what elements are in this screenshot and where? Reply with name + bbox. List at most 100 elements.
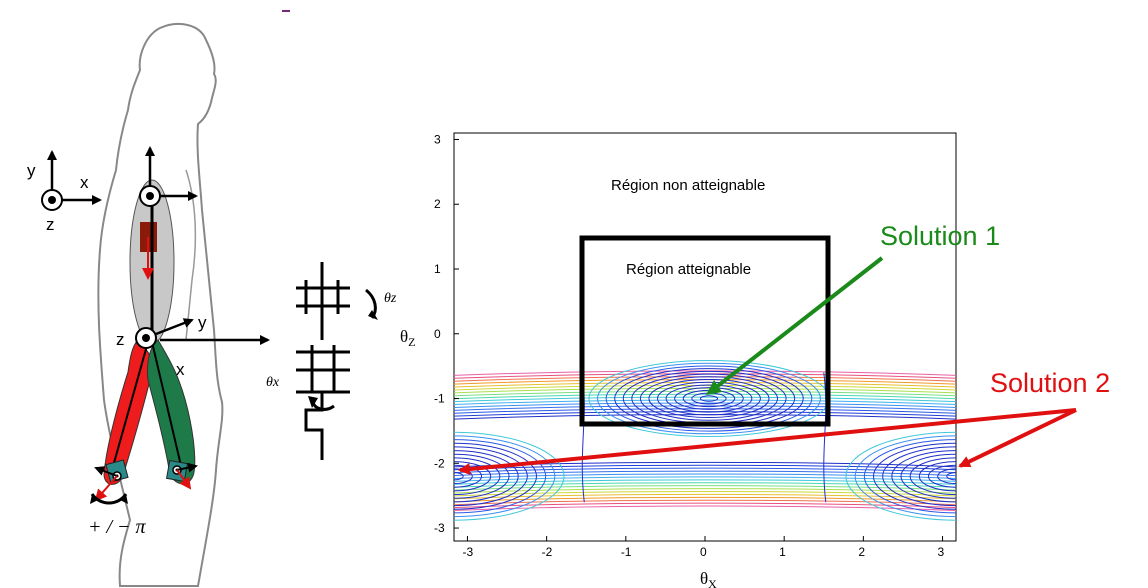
x-tick-label: 1 [779, 545, 786, 559]
contour-band-bottom [454, 502, 956, 509]
x-tick-label: 3 [938, 545, 945, 559]
wrist-sensor-red [94, 459, 129, 502]
coord-frame-1: y x z [27, 150, 102, 234]
contour-ring [699, 395, 719, 402]
x-tick-labels: -3 -2 -1 0 1 2 3 [462, 536, 945, 559]
contour-ring [918, 461, 956, 492]
frame1-x-label: x [80, 173, 89, 192]
contour-ring [454, 442, 537, 510]
human-figure: + / − π [88, 23, 224, 587]
contour-ring [454, 464, 482, 488]
rotation-arrow-icon [90, 493, 128, 505]
contour-ring [891, 450, 956, 503]
joint-schematic [296, 262, 350, 460]
contour-ring [928, 464, 956, 488]
contour-band-bottom [454, 485, 956, 491]
y-tick-label: -1 [434, 392, 445, 406]
region-reachable-label: Région atteignable [626, 261, 751, 278]
contour-ring [648, 379, 770, 419]
solution1-arrow [708, 256, 884, 394]
contour-band-bottom [454, 479, 956, 485]
frame2-z-label: z [116, 330, 125, 349]
frame2-y-label: y [198, 313, 207, 332]
contour-band-top [454, 405, 956, 411]
x-tick-label: -3 [462, 545, 473, 559]
contour-ring [909, 457, 956, 496]
reachable-region-box [579, 235, 831, 427]
y-tick-labels: 3 2 1 0 -1 -2 -3 [434, 132, 459, 535]
contour-band-bottom [454, 467, 956, 474]
contour-plot: Région non atteignable Région atteignabl… [400, 132, 957, 588]
contour-ring [900, 453, 956, 499]
contour-ring [946, 472, 956, 481]
elbow-frame: y z x [116, 313, 207, 379]
y-tick-label: 1 [434, 262, 441, 276]
contour-ring [454, 453, 510, 499]
contour-band-top [454, 399, 956, 406]
frame2-x-label: x [176, 360, 185, 379]
solution-annotations: Solution 1 Solution 2 [458, 221, 1110, 476]
contour-ring [882, 446, 956, 507]
contour-ring [454, 461, 492, 492]
x-tick-label: 0 [700, 545, 707, 559]
contour-ring [845, 431, 956, 521]
y-tick-label: 0 [434, 327, 441, 341]
contour-ring [605, 365, 813, 432]
contour-ring [454, 450, 519, 503]
contour-ring [454, 446, 528, 507]
solution2-label: Solution 2 [990, 368, 1110, 398]
y-tick-label: 2 [434, 197, 441, 211]
contour-band-bottom [454, 470, 956, 477]
joint-theta-z-label: θz [384, 291, 397, 306]
contour-ring [454, 435, 556, 518]
y-axis-label: θZ [400, 327, 416, 349]
contour-ring [454, 439, 547, 514]
forearm-green-axis [151, 341, 183, 471]
contour-band-top [454, 393, 956, 400]
contour-ring [454, 431, 565, 521]
body-silhouette [97, 23, 224, 587]
contour-band-top [454, 408, 956, 414]
contour-band-bottom [454, 493, 956, 500]
solution2-arrow-left [458, 408, 1077, 476]
contour-band-bottom [454, 473, 956, 480]
x-tick-label: 2 [858, 545, 865, 559]
contour-band-bottom [454, 499, 956, 506]
contour-ring [863, 439, 956, 514]
contour-ring [454, 472, 464, 481]
wrist-sensor-green [165, 459, 198, 490]
joint-theta-x-label: θx [266, 375, 280, 390]
solution1-label: Solution 1 [880, 221, 1000, 251]
contour-ring [937, 468, 956, 485]
contour-ring [674, 387, 744, 410]
contour-ring [614, 368, 804, 429]
contour-band-bottom [454, 490, 956, 497]
x-axis-label: θX [700, 569, 717, 588]
contour-band-top [454, 370, 956, 376]
frame1-y-label: y [27, 161, 36, 180]
contour-band-bottom [454, 496, 956, 503]
forearm-red-axis [111, 341, 149, 471]
contour-band-top [454, 396, 956, 403]
contour-ring [639, 376, 779, 421]
contour-band-top [454, 402, 956, 408]
contour-ring [665, 384, 753, 413]
contour-ring [454, 468, 473, 485]
rotation-label: + / − π [88, 516, 147, 538]
contour-band-top [454, 390, 956, 397]
region-unreachable-label: Région non atteignable [611, 177, 765, 194]
top-dash-mark [282, 10, 290, 12]
contour-band-bottom [454, 488, 956, 494]
contour-ring [597, 362, 821, 435]
contour-ring [454, 457, 501, 496]
contour-ring [854, 435, 956, 518]
contour-ring [657, 381, 761, 416]
y-tick-label: -2 [434, 456, 445, 470]
frame1-z-label: z [46, 215, 55, 234]
contour-band-top [454, 387, 956, 394]
x-tick-label: -1 [621, 545, 632, 559]
shoulder-frame [139, 146, 198, 207]
solution2-arrow-right [958, 408, 1077, 468]
y-tick-label: 3 [434, 132, 441, 146]
x-tick-label: -2 [542, 545, 553, 559]
